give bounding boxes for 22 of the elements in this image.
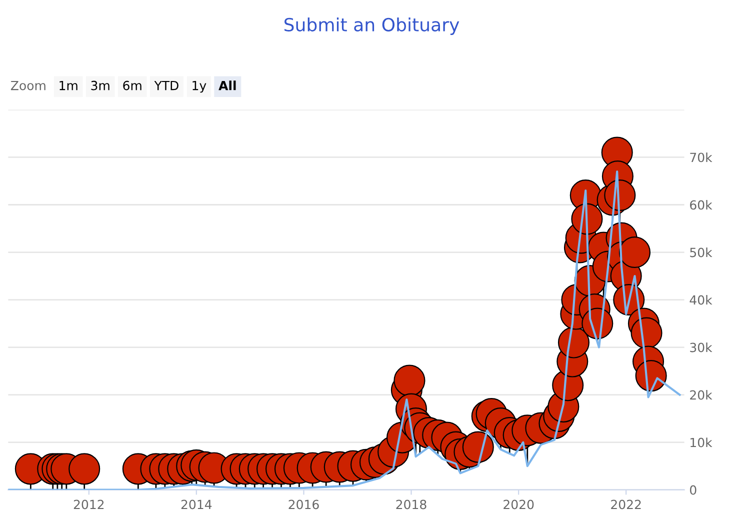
y-tick-label: 20k bbox=[690, 390, 712, 400]
y-tick-label: 30k bbox=[690, 342, 712, 352]
text: 1y bbox=[192, 80, 206, 93]
y-tick-label: 40k bbox=[690, 295, 712, 305]
y-tick-label: 10k bbox=[690, 438, 712, 448]
text: YTD bbox=[154, 80, 178, 90]
y-tick-label: 70k bbox=[690, 152, 712, 162]
x-tick-label: 2016 bbox=[288, 500, 319, 510]
x-tick-label: 2014 bbox=[181, 500, 212, 510]
x-tick-label: 2020 bbox=[504, 500, 534, 510]
text: 6m bbox=[123, 80, 142, 90]
y-tick-label: 50k bbox=[690, 248, 712, 258]
x-tick-label: 2022 bbox=[611, 500, 641, 510]
text: 3m bbox=[91, 80, 110, 90]
chart-title: Submit an Obituary bbox=[284, 18, 460, 35]
x-tick-label: 2018 bbox=[396, 500, 426, 510]
text: 1m bbox=[60, 80, 78, 90]
y-tick-label: 0 bbox=[690, 485, 696, 495]
text: All bbox=[218, 80, 236, 90]
x-tick-label: 2012 bbox=[74, 500, 104, 510]
text: Zoom bbox=[10, 80, 46, 90]
y-tick-label: 60k bbox=[690, 200, 712, 210]
